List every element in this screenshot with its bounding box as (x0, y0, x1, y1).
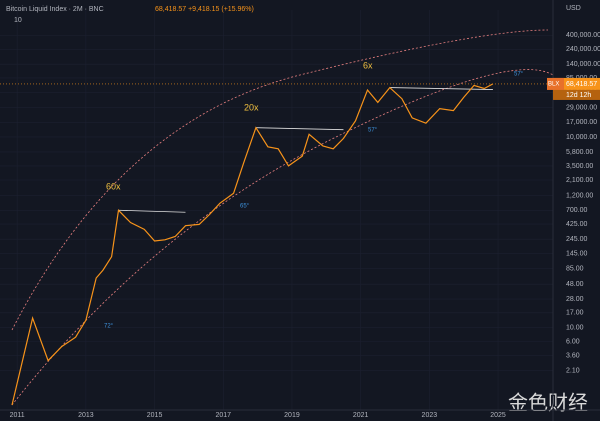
x-tick-label: 2015 (147, 412, 163, 419)
y-tick-label: 29,000.00 (566, 104, 597, 111)
y-tick-label: 140,000.00 (566, 61, 600, 68)
symbol-tag-label: BLX (548, 82, 559, 88)
x-tick-label: 2011 (10, 412, 25, 419)
indicator: 10 (14, 17, 22, 24)
chart-title: Bitcoin Liquid Index · 2M · BNC (6, 6, 104, 13)
annotation: 20x (244, 102, 259, 112)
countdown-tag (553, 89, 600, 100)
trend-line (255, 127, 344, 131)
y-tick-label: 245.00 (566, 236, 588, 243)
grid (0, 10, 553, 410)
y-tick-label: 10,000.00 (566, 134, 597, 141)
y-tick-label: 17.00 (566, 310, 584, 317)
plot-area (0, 83, 553, 406)
x-tick-label: 2025 (490, 412, 506, 419)
lower-channel (11, 69, 554, 406)
symbol-tag (547, 77, 564, 90)
x-tick-label: 2013 (78, 412, 94, 419)
y-tick-label: 5,800.00 (566, 149, 593, 156)
y-tick-label: 10.00 (566, 324, 584, 331)
price-change: 68,418.57 +9,418.15 (+15.96%) (155, 6, 254, 13)
annotation: 57° (368, 128, 378, 134)
annotation: 60x (106, 181, 121, 191)
y-tick-label: 2.10 (566, 367, 580, 374)
y-tick-label: 400,000.00 (566, 32, 600, 39)
annotation: 72° (104, 324, 114, 330)
x-tick-label: 2019 (284, 412, 300, 419)
y-tick-label: 240,000.00 (566, 46, 600, 53)
y-tick-label: 17,000.00 (566, 119, 597, 126)
trend-line (389, 87, 493, 90)
y-tick-label: 6.00 (566, 338, 580, 345)
y-tick-label: 425.00 (566, 221, 588, 228)
y-tick-label: 2,100.00 (566, 177, 593, 184)
annotation: 57° (514, 72, 524, 78)
x-tick-label: 2017 (215, 412, 231, 419)
trend-line (118, 209, 186, 213)
upper-channel (11, 29, 549, 331)
watermark: 金色财经 (508, 391, 588, 414)
currency: USD (566, 5, 581, 12)
y-tick-label: 3,500.00 (566, 163, 593, 170)
y-tick-label: 1,200.00 (566, 192, 593, 199)
annotation: 65° (240, 204, 250, 210)
y-tick-label: 48.00 (566, 281, 584, 288)
y-tick-label: 28.00 (566, 296, 584, 303)
x-tick-label: 2023 (422, 412, 438, 419)
price-tag-label: 68,418.57 (566, 81, 597, 88)
annotation: 6x (363, 60, 373, 70)
y-tick-label: 145.00 (566, 251, 588, 258)
x-tick-label: 2021 (353, 412, 369, 419)
y-tick-label: 85.00 (566, 265, 584, 272)
y-tick-label: 700.00 (566, 207, 588, 214)
countdown-label: 12d 12h (566, 92, 591, 99)
y-tick-label: 3.60 (566, 352, 580, 359)
price-line (11, 83, 494, 406)
price-tag (553, 77, 600, 90)
